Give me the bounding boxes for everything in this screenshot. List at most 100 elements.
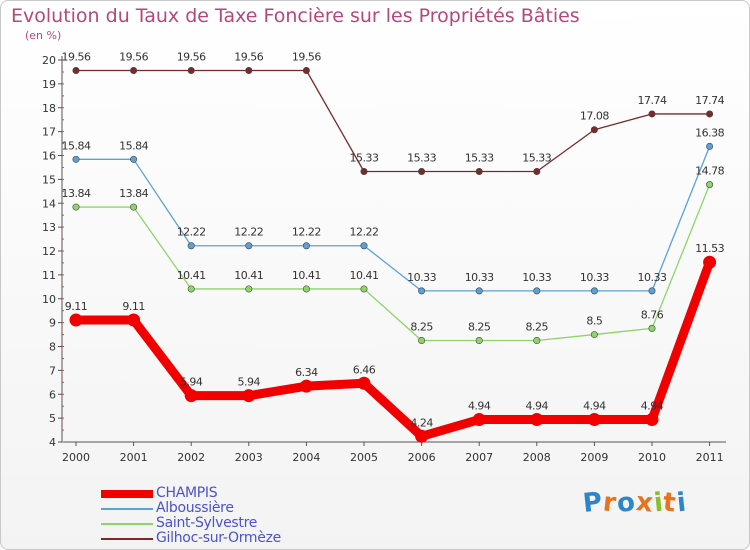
x-tick-label: 2010: [638, 451, 666, 464]
data-point: [533, 287, 541, 295]
series-line-3: [75, 69, 711, 173]
data-point: [706, 142, 714, 150]
data-label: 17.74: [695, 94, 724, 107]
y-tick-label: 5: [49, 412, 56, 425]
y-tick-label: 12: [42, 245, 56, 258]
data-label: 5.94: [238, 376, 261, 389]
x-tick-label: 2003: [235, 451, 263, 464]
data-label: 12.22: [350, 226, 379, 239]
data-label: 15.33: [350, 151, 379, 164]
data-point: [184, 389, 198, 403]
y-tick-label: 16: [42, 150, 56, 163]
data-label: 10.41: [177, 269, 206, 282]
series-lines: [69, 67, 717, 443]
data-label: 8.25: [410, 321, 433, 334]
legend-label: Alboussière: [156, 500, 234, 516]
chart-title: Evolution du Taux de Taxe Foncière sur l…: [11, 5, 580, 27]
y-tick-label: 9: [49, 317, 56, 330]
legend-label: Gilhoc-sur-Ormèze: [156, 530, 281, 546]
data-label: 6.46: [353, 363, 376, 376]
data-point: [245, 67, 253, 75]
data-point: [69, 313, 83, 327]
data-label: 15.84: [62, 139, 91, 152]
y-tick-label: 19: [42, 78, 56, 91]
legend-label: Saint-Sylvestre: [156, 515, 258, 531]
data-label: 9.11: [122, 300, 145, 313]
data-label: 19.56: [234, 51, 263, 64]
y-tick-label: 18: [42, 102, 56, 115]
data-label: 10.33: [465, 271, 494, 284]
series-line-1: [75, 145, 711, 292]
data-label: 8.25: [526, 321, 549, 334]
data-point: [533, 167, 541, 175]
data-label: 13.84: [62, 187, 91, 200]
data-point: [302, 242, 310, 250]
proxiti-logo: Proxiti: [581, 487, 688, 519]
y-tick-label: 7: [49, 364, 56, 377]
data-label: 4.24: [410, 416, 433, 429]
data-point: [648, 287, 656, 295]
x-tick-label: 2005: [350, 451, 378, 464]
data-point: [415, 429, 429, 443]
data-point: [475, 167, 483, 175]
data-point: [357, 376, 371, 390]
legend-item: Gilhoc-sur-Ormèze: [101, 530, 361, 546]
data-point: [475, 337, 483, 345]
data-point: [530, 413, 544, 427]
x-tick-label: 2000: [62, 451, 90, 464]
data-label: 8.25: [468, 321, 491, 334]
y-tick-label: 6: [49, 388, 56, 401]
y-tick-label: 13: [42, 221, 56, 234]
series-line-2: [75, 183, 711, 342]
data-point: [72, 155, 80, 163]
series-line-0: [71, 257, 715, 441]
y-tick-label: 17: [42, 126, 56, 139]
x-tick-label: 2008: [523, 451, 551, 464]
legend-item: Alboussière: [101, 500, 361, 516]
data-point: [475, 287, 483, 295]
data-label: 15.33: [407, 151, 436, 164]
data-label: 16.38: [695, 126, 724, 139]
data-label: 4.94: [468, 400, 491, 413]
data-point: [130, 67, 138, 75]
data-point: [302, 67, 310, 75]
data-point: [648, 324, 656, 332]
x-tick-label: 2002: [177, 451, 205, 464]
data-label: 8.5: [586, 315, 602, 328]
legend-swatch: [101, 523, 153, 525]
data-label: 5.94: [180, 376, 203, 389]
data-point: [590, 126, 598, 134]
data-label: 15.33: [465, 151, 494, 164]
data-point: [703, 255, 717, 269]
data-point: [187, 285, 195, 293]
data-label: 19.56: [119, 51, 148, 64]
data-label: 9.11: [65, 300, 88, 313]
data-label: 19.56: [292, 51, 321, 64]
legend-item: CHAMPIS: [101, 485, 361, 501]
y-tick-label: 14: [42, 197, 56, 210]
y-tick-label: 8: [49, 341, 56, 354]
x-tick-label: 2009: [580, 451, 608, 464]
data-label: 10.33: [580, 271, 609, 284]
point-labels: 9.11 9.11 5.94 5.94 6.34 6.46 4.24 4.94 4.94 4.94…: [62, 51, 726, 430]
data-label: 4.94: [583, 400, 606, 413]
data-point: [648, 110, 656, 118]
data-label: 10.33: [522, 271, 551, 284]
data-point: [130, 155, 138, 163]
data-point: [360, 242, 368, 250]
data-label: 17.74: [638, 94, 667, 107]
y-tick-label: 4: [49, 436, 56, 449]
data-point: [130, 203, 138, 211]
data-label: 12.22: [234, 226, 263, 239]
data-label: 4.94: [641, 400, 664, 413]
data-label: 17.08: [580, 110, 609, 123]
data-point: [242, 389, 256, 403]
data-label: 11.53: [695, 242, 724, 255]
data-point: [72, 203, 80, 211]
data-point: [418, 337, 426, 345]
data-label: 15.84: [119, 139, 148, 152]
x-tick-label: 2007: [465, 451, 493, 464]
data-point: [587, 413, 601, 427]
